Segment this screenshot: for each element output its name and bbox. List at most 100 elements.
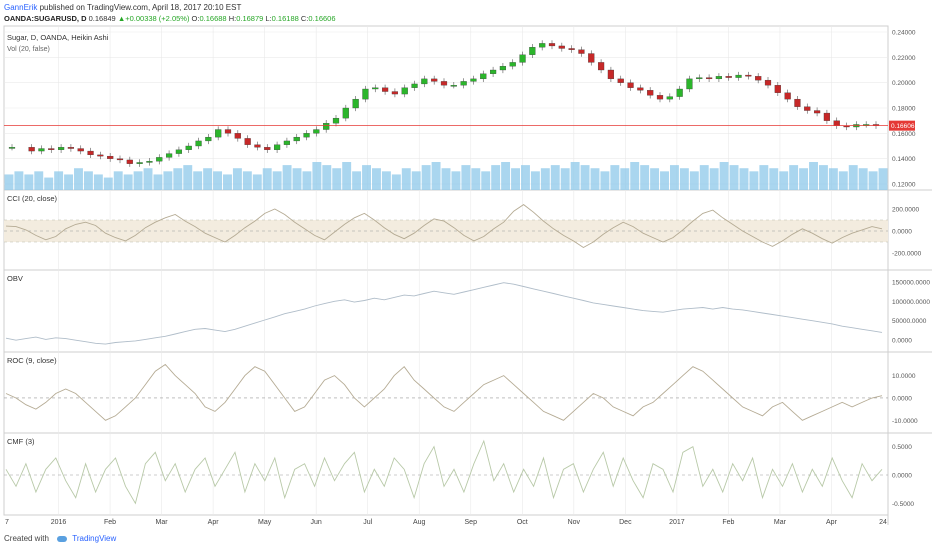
candle-up bbox=[509, 62, 516, 67]
volume-bar bbox=[24, 174, 34, 190]
close-label: C: bbox=[300, 14, 309, 23]
candle-up bbox=[519, 54, 526, 63]
volume-bar bbox=[560, 168, 570, 190]
candle-up bbox=[450, 85, 457, 87]
obv-pane-title: OBV bbox=[7, 274, 23, 283]
candle-up bbox=[372, 87, 379, 90]
volume-bar bbox=[431, 162, 441, 190]
volume-bar bbox=[451, 171, 461, 190]
x-tick-label: Mar bbox=[156, 519, 169, 526]
volume-bar bbox=[520, 165, 530, 190]
volume-bar bbox=[163, 171, 173, 190]
price-change: ▲+0.00338 (+2.05%) bbox=[117, 14, 190, 23]
volume-bar bbox=[173, 168, 183, 190]
volume-bar bbox=[640, 165, 650, 190]
cci-line bbox=[5, 204, 883, 249]
volume-bar bbox=[501, 162, 511, 190]
volume-bar bbox=[749, 171, 759, 190]
volume-bar bbox=[471, 168, 481, 190]
volume-bar bbox=[83, 171, 93, 190]
x-tick-label: Dec bbox=[619, 519, 632, 526]
obv-tick-label: 50000.0000 bbox=[892, 318, 927, 325]
volume-bar bbox=[421, 165, 431, 190]
candle-down bbox=[126, 159, 133, 164]
candle-up bbox=[175, 149, 183, 154]
volume-bar bbox=[362, 165, 372, 190]
created-with-label: Created with bbox=[4, 534, 49, 543]
candle-down bbox=[254, 144, 261, 148]
candle-down bbox=[823, 112, 831, 121]
x-tick-label: Sep bbox=[465, 519, 478, 526]
volume-bar bbox=[123, 174, 133, 190]
candle-up bbox=[735, 74, 742, 78]
candle-up bbox=[136, 162, 143, 164]
price-tick-label: 0.18000 bbox=[892, 106, 916, 113]
candle-up bbox=[303, 133, 310, 138]
candle-down bbox=[637, 87, 644, 91]
x-tick-label: 2017 bbox=[669, 519, 685, 526]
cci-band bbox=[4, 220, 888, 242]
obv-tick-label: 0.0000 bbox=[892, 338, 912, 345]
volume-bar bbox=[828, 168, 838, 190]
symbol-label: OANDA:SUGARUSD, D bbox=[4, 14, 87, 23]
volume-bar bbox=[779, 171, 789, 190]
volume-bar bbox=[679, 168, 689, 190]
x-tick-label: Aug bbox=[413, 519, 426, 526]
volume-bar bbox=[103, 177, 113, 190]
volume-bar bbox=[34, 171, 44, 190]
volume-bar bbox=[282, 165, 292, 190]
x-tick-label: Apr bbox=[826, 519, 838, 526]
volume-bar bbox=[570, 162, 580, 190]
volume-label: Vol (20, false) bbox=[7, 46, 50, 53]
candle-down bbox=[381, 87, 389, 92]
open-value: 0.16688 bbox=[199, 14, 227, 23]
candle-down bbox=[617, 78, 624, 83]
volume-bar bbox=[809, 162, 818, 190]
candle-up bbox=[489, 69, 497, 74]
roc-tick-label: -10.0000 bbox=[892, 418, 918, 425]
volume-bar bbox=[272, 171, 282, 190]
candle-up bbox=[323, 123, 330, 130]
candle-up bbox=[8, 147, 16, 149]
volume-bar bbox=[213, 171, 223, 190]
price-tick-label: 0.16000 bbox=[892, 131, 916, 138]
volume-bar bbox=[481, 171, 491, 190]
candle-up bbox=[215, 129, 222, 138]
volume-bar bbox=[64, 174, 74, 190]
volume-bar bbox=[401, 168, 411, 190]
last-price: 0.16849 bbox=[88, 14, 116, 23]
author-link[interactable]: GannErik bbox=[4, 3, 38, 12]
candle-up bbox=[332, 117, 340, 124]
volume-bar bbox=[203, 168, 213, 190]
volume-bar bbox=[620, 168, 630, 190]
volume-bar bbox=[600, 171, 610, 190]
x-tick-label: Jun bbox=[311, 519, 322, 526]
volume-bar bbox=[550, 165, 560, 190]
x-tick-label: Nov bbox=[568, 519, 581, 526]
x-tick-label: Feb bbox=[104, 519, 116, 526]
candle-up bbox=[352, 98, 359, 109]
obv-tick-label: 100000.0000 bbox=[892, 299, 930, 306]
candle-up bbox=[146, 161, 153, 163]
x-tick-label: 7 bbox=[5, 519, 9, 526]
candle-down bbox=[705, 77, 713, 80]
price-tag-label: 0.16606 bbox=[891, 123, 915, 130]
low-label: L: bbox=[265, 14, 272, 23]
volume-bar bbox=[232, 168, 242, 190]
volume-bar bbox=[183, 165, 193, 190]
high-label: H: bbox=[228, 14, 237, 23]
volume-bar bbox=[818, 165, 828, 190]
candle-up bbox=[686, 78, 693, 90]
tradingview-brand-link[interactable]: TradingView bbox=[72, 534, 117, 543]
volume-bar bbox=[699, 165, 709, 190]
x-tick-label: 24 bbox=[879, 519, 887, 526]
obv-tick-label: 150000.0000 bbox=[892, 279, 930, 286]
candle-down bbox=[784, 92, 791, 100]
volume-bar bbox=[262, 168, 272, 190]
candle-down bbox=[67, 147, 75, 149]
candle-down bbox=[77, 148, 84, 152]
volume-bar bbox=[799, 168, 809, 190]
low-value: 0.16188 bbox=[271, 14, 299, 23]
volume-bar bbox=[54, 171, 64, 190]
